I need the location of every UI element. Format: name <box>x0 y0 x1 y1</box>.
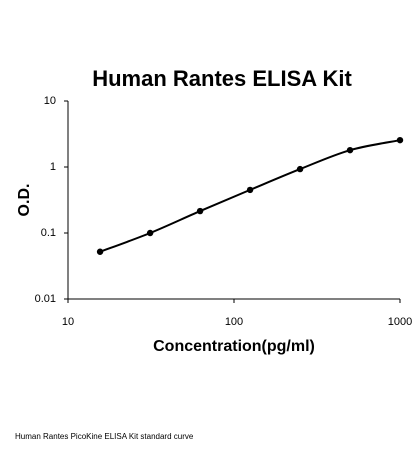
x-tick-label: 1000 <box>388 316 412 328</box>
point <box>96 248 104 255</box>
chart-title: Human Rantes ELISA Kit <box>92 66 352 91</box>
x-axis-label: Concentration(pg/ml) <box>153 338 315 355</box>
y-tick-label: 1 <box>50 161 56 173</box>
caption: Human Rantes PicoKine ELISA Kit standard… <box>15 432 194 441</box>
point <box>296 165 304 173</box>
y-axis-label: O.D. <box>16 184 33 217</box>
x-tick-label: 10 <box>62 316 74 328</box>
y-tick-label: 0.1 <box>41 227 56 239</box>
point <box>196 207 204 215</box>
point <box>246 186 254 194</box>
y-tick-label: 10 <box>44 95 56 107</box>
point <box>396 136 404 144</box>
curve <box>99 139 401 253</box>
point <box>346 146 354 154</box>
x-tick-label: 100 <box>225 316 243 328</box>
y-tick-label: 0.01 <box>35 293 56 305</box>
point <box>146 229 154 237</box>
